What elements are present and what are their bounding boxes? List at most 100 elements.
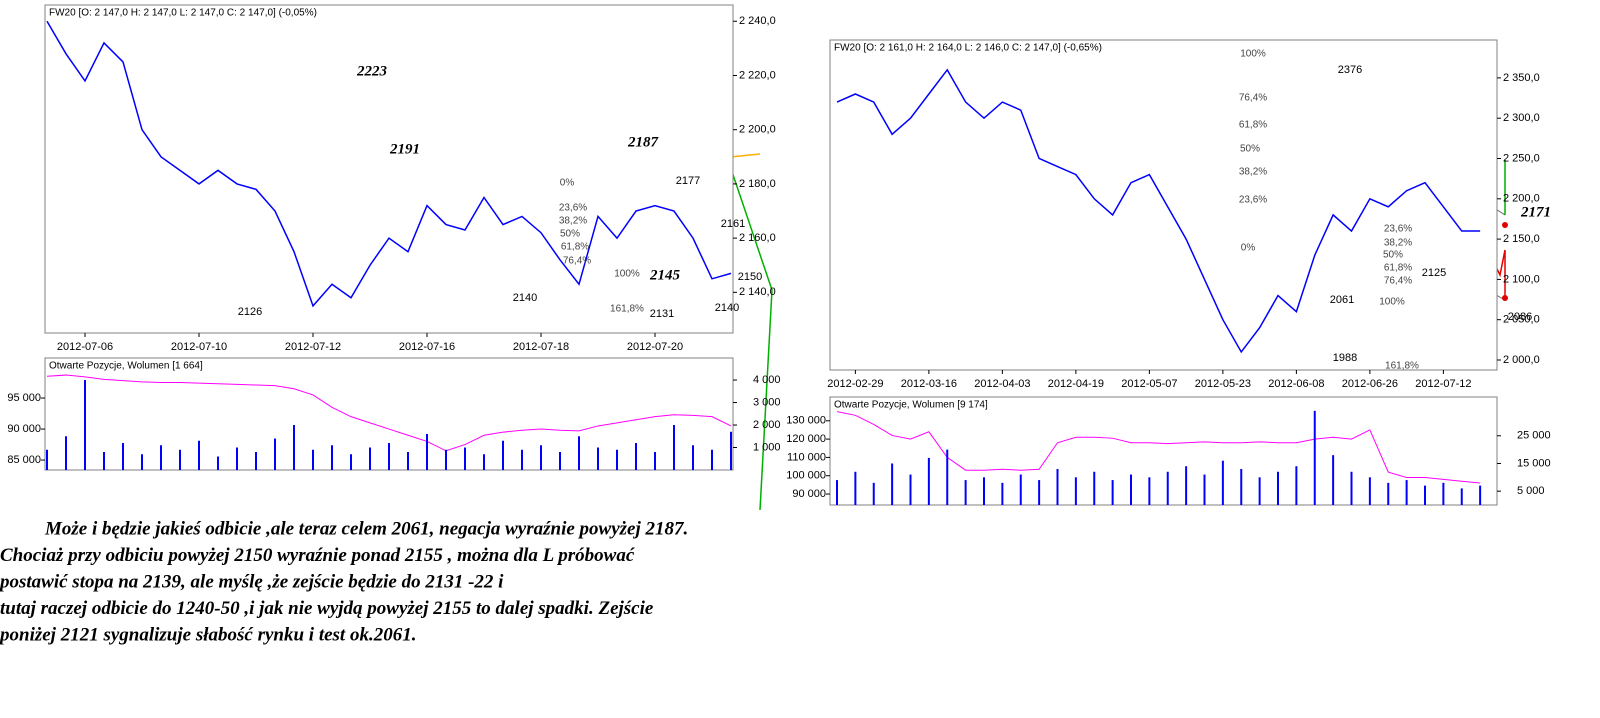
volume-bar xyxy=(179,449,181,470)
y-tick-label: 2 150,0 xyxy=(1503,233,1540,245)
annotation: 2376 xyxy=(1338,64,1362,76)
annotation: 23,6% xyxy=(1384,224,1412,235)
commentary-line: Może i będzie jakieś odbicie ,ale teraz … xyxy=(44,518,688,539)
volume-bar xyxy=(1038,480,1041,505)
y-tick-label: 2 140,0 xyxy=(739,286,776,298)
volume-bar xyxy=(65,436,67,470)
x-tick-label: 2012-06-08 xyxy=(1268,378,1324,390)
volume-bar xyxy=(1074,477,1077,505)
annotation: 2171 xyxy=(1520,204,1551,220)
y-tick-label: 2 300,0 xyxy=(1503,112,1540,124)
chart-title: Otwarte Pozycje, Wolumen [1 664] xyxy=(49,361,203,372)
volume-bar xyxy=(1185,466,1188,505)
chart-title: FW20 [O: 2 161,0 H: 2 164,0 L: 2 146,0 C… xyxy=(834,43,1102,54)
volume-bar xyxy=(141,454,143,470)
annotation: 50% xyxy=(1383,250,1403,261)
volume-bar xyxy=(730,431,732,470)
y-tick-label: 2 160,0 xyxy=(739,232,776,244)
annotation: 2125 xyxy=(1422,267,1446,279)
volume-bar xyxy=(946,449,949,505)
annotation: 2187 xyxy=(627,134,659,150)
chart-panel: FW20 [O: 2 161,0 H: 2 164,0 L: 2 146,0 C… xyxy=(827,39,1540,390)
volume-bar xyxy=(891,463,894,505)
point xyxy=(1502,222,1508,228)
price-line xyxy=(46,20,732,308)
volume-bar xyxy=(1093,471,1096,505)
volume-bar xyxy=(274,438,276,470)
annotation: 61,8% xyxy=(561,242,589,253)
volume-bar xyxy=(711,449,713,470)
annotation: 0% xyxy=(560,178,575,189)
x-tick-label: 2012-06-26 xyxy=(1342,378,1398,390)
x-tick-label: 2012-07-20 xyxy=(627,341,683,353)
chart-panel: FW20 [O: 2 147,0 H: 2 147,0 L: 2 147,0 C… xyxy=(44,4,776,353)
chart-title: FW20 [O: 2 147,0 H: 2 147,0 L: 2 147,0 C… xyxy=(49,8,317,19)
x-tick-label: 2012-07-06 xyxy=(57,341,113,353)
annotation: 61,8% xyxy=(1239,120,1267,131)
annotation: 2061 xyxy=(1330,294,1354,306)
annotation: 38,2% xyxy=(1384,238,1412,249)
volume-bar xyxy=(1056,469,1059,505)
x-tick-label: 2012-05-07 xyxy=(1121,378,1177,390)
price-line xyxy=(836,68,1481,354)
volume-bar xyxy=(983,477,985,505)
volume-bar xyxy=(1460,488,1463,505)
annotation: 38,2% xyxy=(559,216,587,227)
volume-bar xyxy=(1258,477,1261,505)
annotation: 76,4% xyxy=(1384,276,1412,287)
annotation: 2145 xyxy=(649,267,681,283)
volume-bar xyxy=(388,443,390,470)
x-tick-label: 2012-03-16 xyxy=(901,378,957,390)
annotation: 50% xyxy=(1240,144,1260,155)
volume-bar xyxy=(692,445,694,470)
volume-bar xyxy=(654,452,656,470)
chart-panel: Otwarte Pozycje, Wolumen [9 174] 90 000 10… xyxy=(786,396,1551,506)
annotation: 2131 xyxy=(650,308,674,320)
y2-tick-label: 2 000 xyxy=(753,419,781,431)
volume-bar xyxy=(198,440,200,470)
x-tick-label: 2012-07-12 xyxy=(285,341,341,353)
volume-bar xyxy=(445,449,447,470)
plot-area xyxy=(44,4,734,334)
y-tick-label: 2 180,0 xyxy=(739,178,776,190)
annotation: 38,2% xyxy=(1239,167,1267,178)
volume-bar xyxy=(1424,485,1426,505)
annotation: 2223 xyxy=(356,63,388,79)
volume-bar xyxy=(407,452,409,470)
volume-bar xyxy=(84,380,86,470)
volume-bar xyxy=(616,449,618,470)
y-tick-label: 100 000 xyxy=(786,470,826,482)
volume-bar xyxy=(350,454,352,470)
y-tick-label: 130 000 xyxy=(786,415,826,427)
annotation: 2086 xyxy=(1508,311,1532,323)
volume-bar xyxy=(1295,466,1298,505)
plot-area xyxy=(829,396,1498,506)
plot-area xyxy=(829,39,1498,371)
point xyxy=(1502,295,1508,301)
volume-bar xyxy=(1277,471,1279,505)
y-tick-label: 95 000 xyxy=(7,392,41,404)
volume-bar xyxy=(927,457,930,505)
volume-bar xyxy=(1479,485,1482,505)
x-tick-label: 2012-07-18 xyxy=(513,341,569,353)
volume-bar xyxy=(369,447,371,470)
volume-bar xyxy=(1203,474,1206,505)
volume-bar xyxy=(1350,471,1353,505)
open-interest-line xyxy=(836,411,1481,484)
annotation: 50% xyxy=(560,229,580,240)
annotation: 61,8% xyxy=(1384,263,1412,274)
y-tick-label: 2 100,0 xyxy=(1503,273,1540,285)
y-tick-label: 90 000 xyxy=(7,423,41,435)
y-tick-label: 2 350,0 xyxy=(1503,72,1540,84)
x-tick-label: 2012-05-23 xyxy=(1195,378,1251,390)
volume-bar xyxy=(1019,474,1022,505)
chart-title: Otwarte Pozycje, Wolumen [9 174] xyxy=(834,400,988,411)
volume-bar xyxy=(1111,480,1114,505)
annotation: 2126 xyxy=(238,306,262,318)
y-tick-label: 2 220,0 xyxy=(739,69,776,81)
y-tick-label: 2 000,0 xyxy=(1503,354,1540,366)
annotation: 2161 xyxy=(721,218,745,230)
y2-tick-label: 1 000 xyxy=(753,441,781,453)
volume-bar xyxy=(1166,471,1169,505)
x-tick-label: 2012-04-03 xyxy=(974,378,1030,390)
